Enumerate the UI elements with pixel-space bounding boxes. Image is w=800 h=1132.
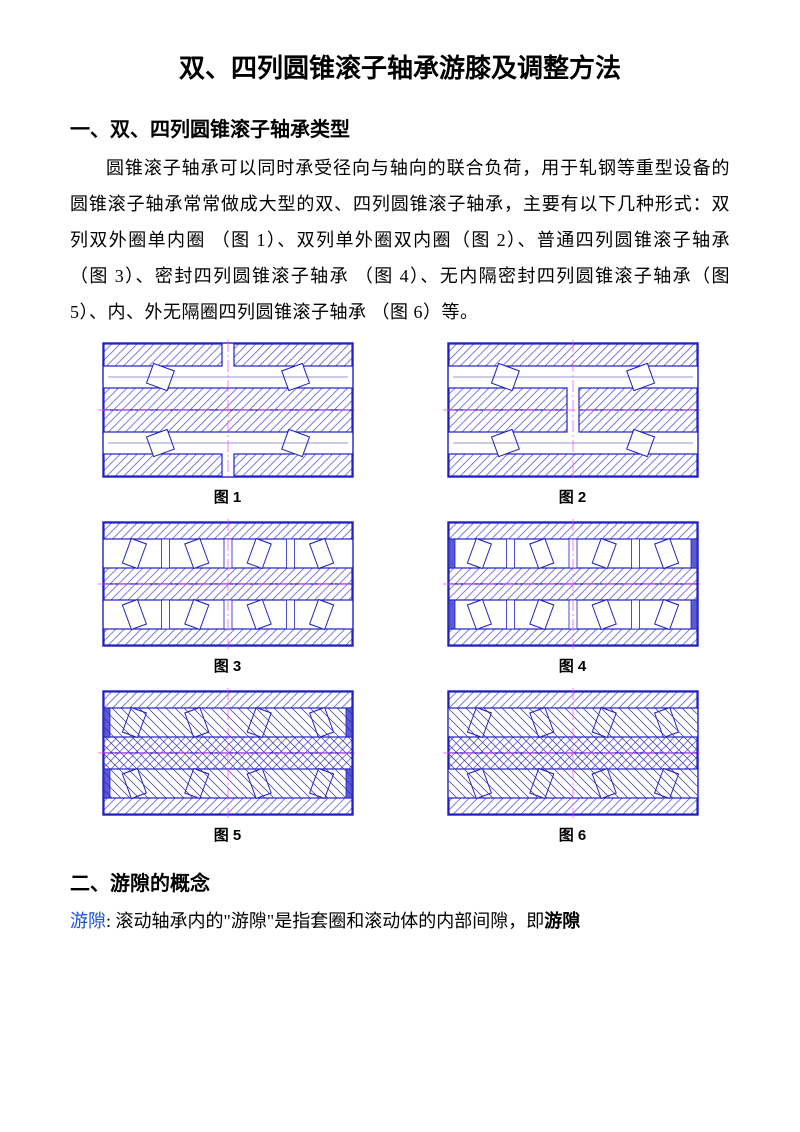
figure-grid: 图 1 图 2 图 3 图 4 图 5 图 6 [80, 340, 720, 851]
figure-cell-2: 图 2 [425, 340, 720, 513]
figure-cell-6: 图 6 [425, 688, 720, 851]
bearing-diagram-3 [98, 519, 358, 649]
figure-cell-4: 图 4 [425, 519, 720, 682]
definition-line: 游隙: 滚动轴承内的"游隙"是指套圈和滚动体的内部间隙，即游隙 [70, 904, 730, 938]
figure-caption-1: 图 1 [214, 486, 242, 507]
bearing-diagram-4 [443, 519, 703, 649]
figure-cell-5: 图 5 [80, 688, 375, 851]
section-1-paragraph: 圆锥滚子轴承可以同时承受径向与轴向的联合负荷，用于轧钢等重型设备的圆锥滚子轴承常… [70, 150, 730, 330]
figure-cell-1: 图 1 [80, 340, 375, 513]
section-1-heading: 一、双、四列圆锥滚子轴承类型 [70, 113, 730, 142]
definition-text: : 滚动轴承内的"游隙"是指套圈和滚动体的内部间隙，即 [106, 911, 544, 931]
figure-caption-4: 图 4 [559, 655, 587, 676]
figure-cell-3: 图 3 [80, 519, 375, 682]
figure-caption-3: 图 3 [214, 655, 242, 676]
figure-caption-2: 图 2 [559, 486, 587, 507]
figure-caption-6: 图 6 [559, 824, 587, 845]
term-youxi: 游隙 [70, 911, 106, 931]
figure-caption-5: 图 5 [214, 824, 242, 845]
section-2-heading: 二、游隙的概念 [70, 867, 730, 896]
bearing-diagram-6 [443, 688, 703, 818]
bearing-diagram-1 [98, 340, 358, 480]
document-title: 双、四列圆锥滚子轴承游膝及调整方法 [70, 48, 730, 85]
definition-bold: 游隙 [544, 911, 580, 931]
bearing-diagram-5 [98, 688, 358, 818]
bearing-diagram-2 [443, 340, 703, 480]
